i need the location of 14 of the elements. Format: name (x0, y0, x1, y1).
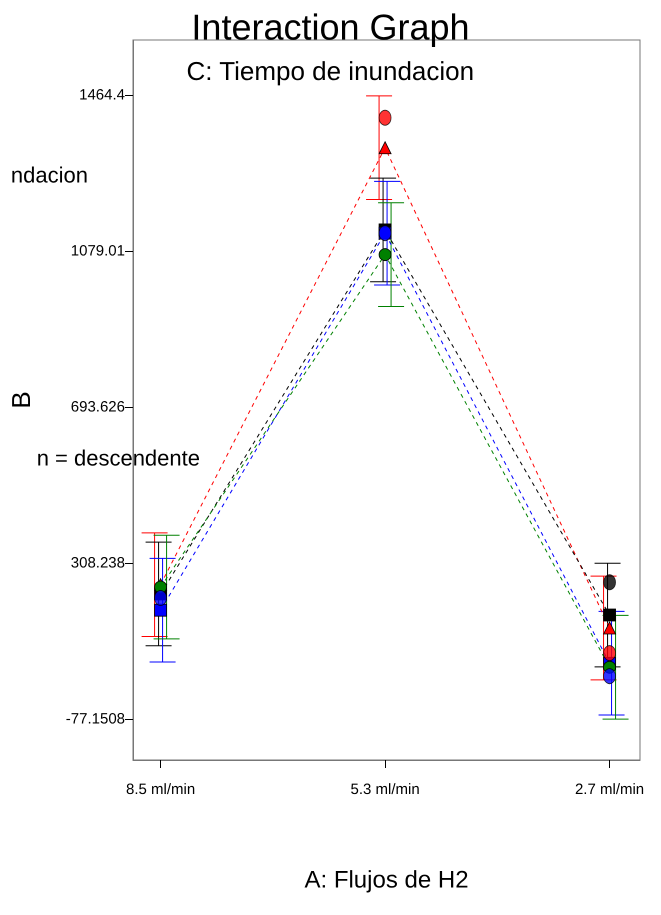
annotation: n = descendente (36, 446, 200, 470)
text: ndacion (10, 162, 88, 188)
x-tick-label: 8.5 ml/min (126, 781, 196, 798)
y-tick-label: 1079.01 (70, 242, 125, 260)
x-axis-title: A: Flujos de H2 (304, 866, 469, 894)
y-tick-label: 1464.4 (79, 86, 125, 104)
x-tick-label: 5.3 ml/min (350, 781, 420, 798)
y-tick-label: 693.626 (70, 398, 125, 416)
y-tick-label: 308.238 (70, 554, 125, 572)
y-tick-label: -77.1508 (66, 710, 125, 728)
y-axis-title: B (6, 391, 36, 409)
chart-title: Interaction Graph (191, 6, 470, 48)
x-tick-label: 2.7 ml/min (574, 781, 644, 798)
text: C: Tiempo de inundacion (186, 56, 474, 86)
